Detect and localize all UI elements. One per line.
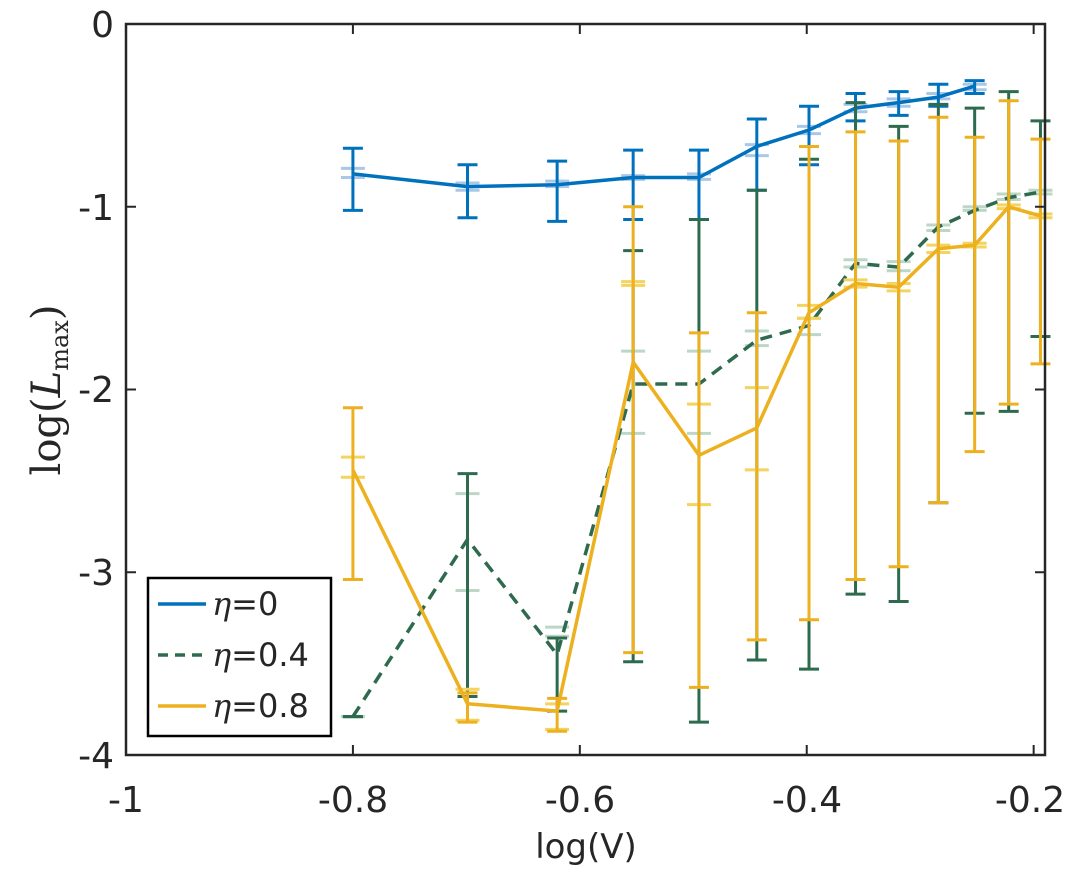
y-axis-label: log(Lmax) — [24, 305, 74, 476]
x-axis-label: log(V) — [535, 827, 637, 867]
axis-ticks — [125, 23, 1045, 756]
legend-label: η=0 — [212, 585, 278, 623]
y-tick-label: -2 — [78, 370, 114, 411]
series-group — [340, 99, 1053, 733]
legend-label: η=0.8 — [212, 687, 309, 725]
series-line — [351, 205, 1041, 713]
series-line — [352, 84, 976, 189]
legend-label: η=0.4 — [212, 636, 309, 674]
series-group — [340, 79, 987, 223]
y-tick-label: -4 — [78, 736, 114, 777]
x-tick-label: -1 — [108, 780, 144, 821]
x-tick-label: -0.6 — [545, 780, 615, 821]
series-layer — [340, 79, 1053, 733]
y-tick-label: -3 — [78, 553, 114, 594]
legend-entry: η=0.8 — [158, 687, 309, 725]
y-tick-label: 0 — [91, 5, 114, 46]
x-tick-label: -0.2 — [995, 780, 1065, 821]
x-tick-label: -0.8 — [318, 780, 388, 821]
x-tick-label: -0.4 — [772, 780, 842, 821]
legend-entry: η=0.4 — [158, 636, 309, 674]
y-tick-label: -1 — [78, 188, 114, 229]
legend: η=0 η=0.4 η=0.8 — [146, 576, 333, 738]
legend-entry: η=0 — [158, 585, 278, 623]
series-group — [340, 90, 1053, 724]
